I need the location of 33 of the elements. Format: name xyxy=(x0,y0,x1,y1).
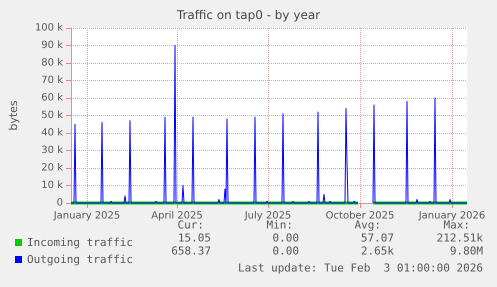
text: 0.00 xyxy=(272,232,299,244)
x-tick-label: January 2025 xyxy=(52,210,120,222)
x-tick-label: January 2026 xyxy=(418,210,486,222)
y-tick-label: 50 k xyxy=(41,110,64,121)
y-tick-label: 20 k xyxy=(41,162,64,174)
chart-title: Traffic on tap0 - by year xyxy=(176,8,320,22)
x-tick-label: July 2025 xyxy=(244,210,292,222)
text: Cur: xyxy=(178,218,204,232)
y-axis-title: bytes xyxy=(7,100,20,131)
text: 2.65k xyxy=(360,244,394,258)
x-tick-label: October 2025 xyxy=(326,210,394,222)
y-tick-label: 70 k xyxy=(41,75,64,86)
text: Min: xyxy=(266,218,293,232)
x-tick-label: April 2025 xyxy=(151,210,203,222)
text: 9.80M xyxy=(450,244,484,258)
text: 212.51k xyxy=(436,232,484,244)
legend-label: Outgoing traffic xyxy=(27,253,133,266)
text: 0.00 xyxy=(272,244,299,258)
text: 15.05 xyxy=(178,232,211,244)
legend-label: Incoming traffic xyxy=(27,236,133,249)
y-tick-label: 100 k xyxy=(34,22,64,34)
y-tick-label: 80 k xyxy=(41,58,64,68)
text: 658.37 xyxy=(171,244,211,258)
text: 57.07 xyxy=(360,232,394,244)
y-tick-label: 40 k xyxy=(41,128,64,138)
text: Max: xyxy=(444,218,470,232)
y-tick-label: 0 xyxy=(56,198,63,208)
y-tick-label: 90 k xyxy=(41,40,64,51)
text: Last update: Tue Feb 3 01:00:00 2026 xyxy=(238,262,483,274)
y-tick-label: 60 k xyxy=(41,92,64,104)
text: Avg: xyxy=(354,218,381,232)
y-tick-label: 10 k xyxy=(41,180,64,191)
y-tick-label: 30 k xyxy=(41,145,64,156)
